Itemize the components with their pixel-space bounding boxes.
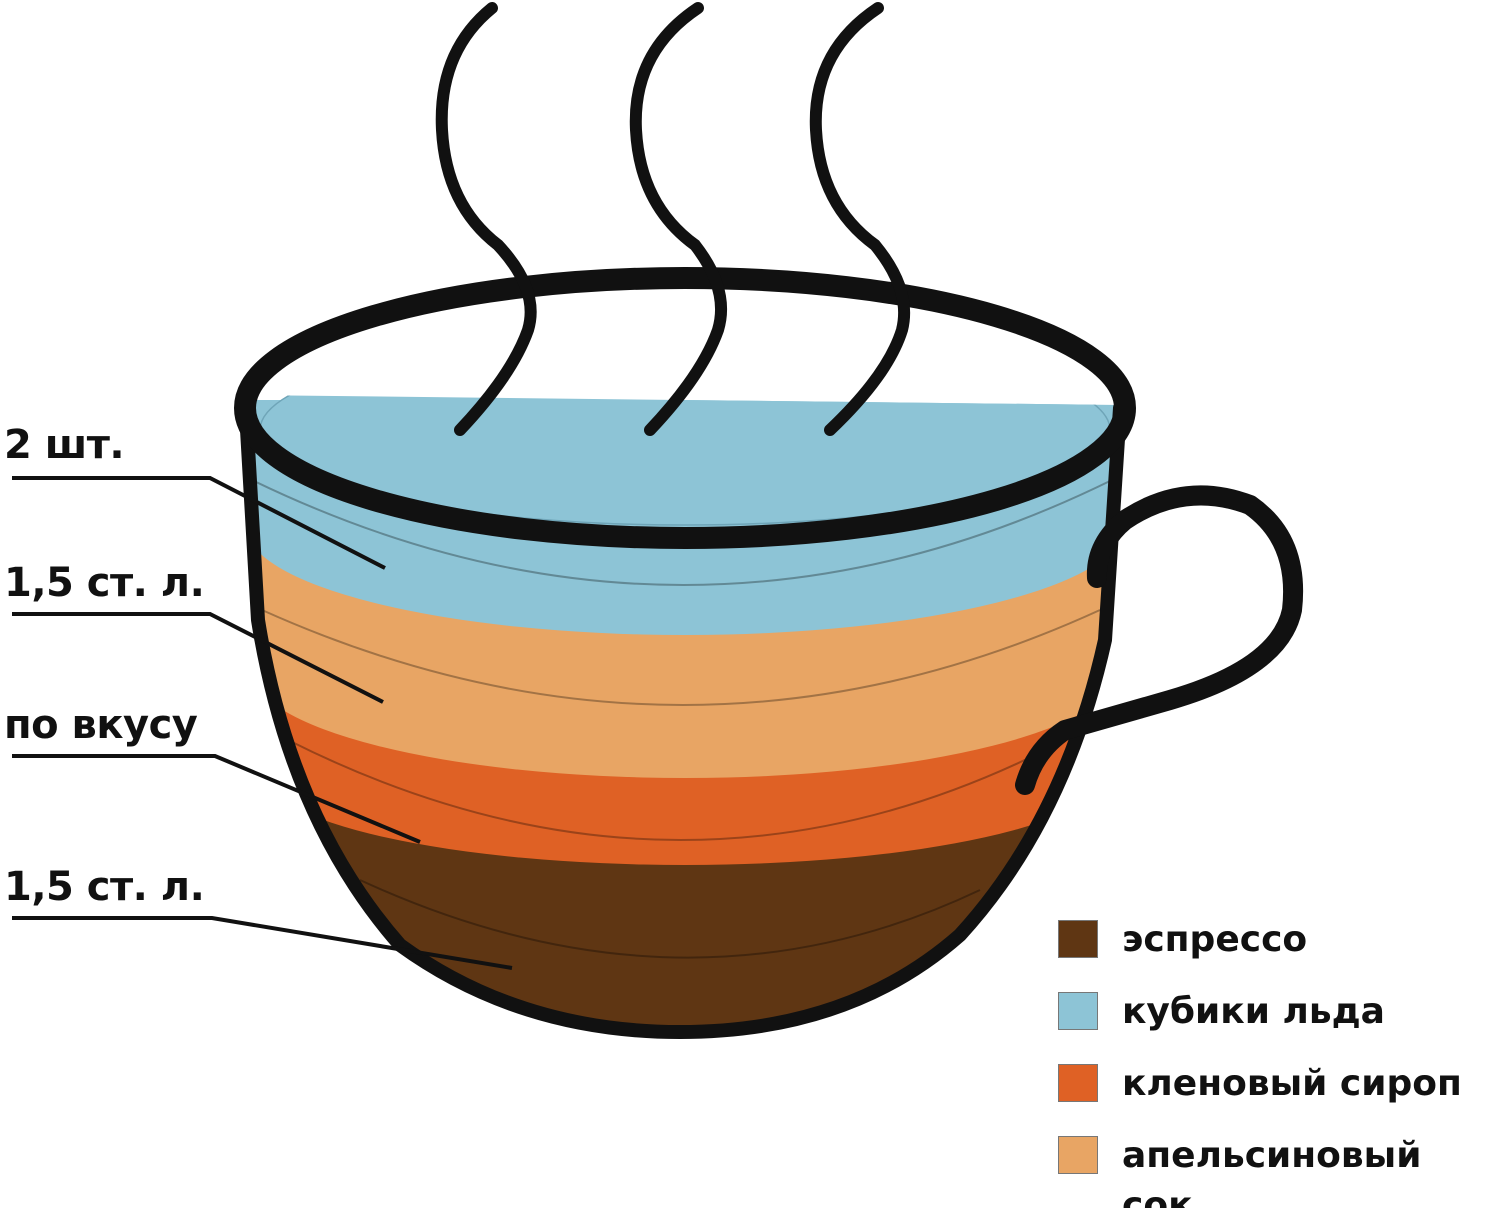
layer-contours (251, 479, 1113, 959)
cup-handle (1015, 485, 1304, 795)
legend: эспрессо кубики льда кленовый сироп апел… (1058, 915, 1500, 1208)
legend-label: эспрессо (1122, 919, 1308, 960)
leader-espresso (12, 916, 513, 970)
quantity-juice-label: 1,5 ст. л. (4, 560, 205, 606)
leader-juice (12, 612, 384, 704)
steam (435, 2, 911, 436)
legend-item-syrup: кленовый сироп (1058, 1059, 1500, 1109)
cup-body (238, 388, 1127, 1039)
legend-item-juice: апельсиновый сок (1058, 1131, 1500, 1208)
steam-left (435, 2, 537, 436)
legend-item-ice: кубики льда (1058, 987, 1500, 1037)
leader-lines (12, 476, 513, 970)
leader-syrup (12, 754, 421, 844)
cup-rim (234, 267, 1136, 549)
legend-swatch (1058, 992, 1098, 1030)
steam-right (809, 2, 911, 436)
legend-swatch (1058, 1136, 1098, 1174)
liquid-layers (248, 395, 1120, 1030)
legend-swatch (1058, 1064, 1098, 1102)
legend-label: кленовый сироп (1122, 1063, 1462, 1104)
legend-label: кубики льда (1122, 991, 1385, 1032)
steam-middle (629, 2, 727, 436)
quantity-ice-label: 2 шт. (4, 422, 125, 468)
legend-item-espresso: эспрессо (1058, 915, 1500, 965)
legend-swatch (1058, 920, 1098, 958)
leader-ice (12, 476, 386, 570)
legend-label: апельсиновый сок (1122, 1135, 1422, 1208)
quantity-syrup-label: по вкусу (4, 702, 198, 748)
cup-outline (234, 267, 1304, 1039)
quantity-espresso-label: 1,5 ст. л. (4, 864, 205, 910)
